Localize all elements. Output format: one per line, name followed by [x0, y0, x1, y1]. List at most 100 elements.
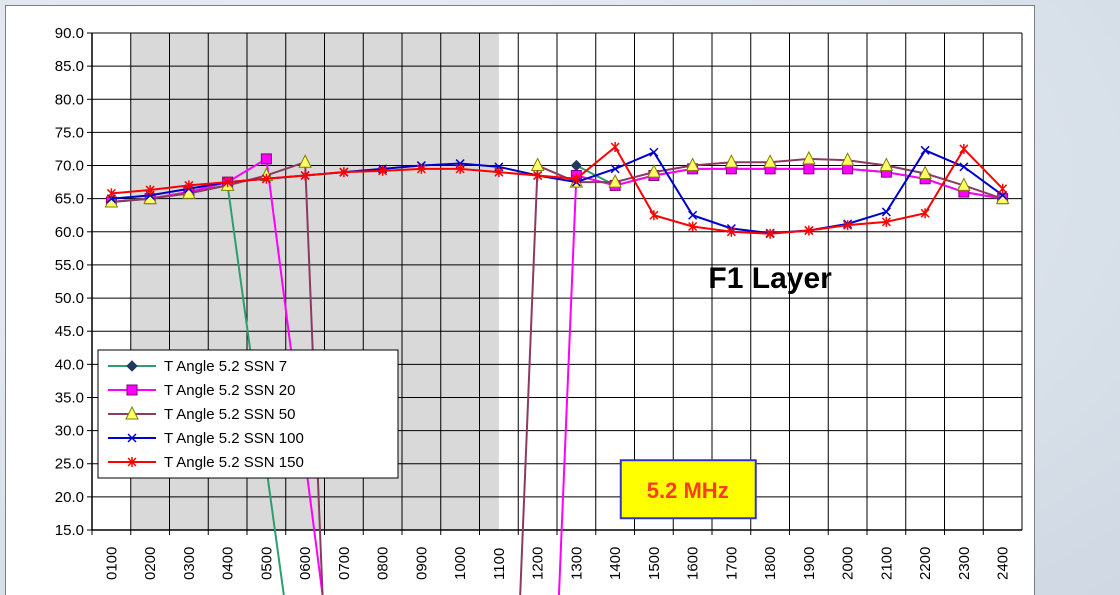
data-point — [145, 185, 155, 196]
x-tick-label: 1900 — [801, 547, 818, 580]
x-tick-label: 1100 — [491, 548, 508, 580]
data-point — [608, 173, 622, 188]
legend-marker — [127, 457, 137, 467]
data-point — [685, 157, 700, 172]
x-tick-label: 2400 — [995, 547, 1012, 580]
data-point — [998, 190, 1008, 200]
x-tick-label: 1500 — [646, 547, 663, 580]
x-tick-label: 0900 — [413, 547, 430, 580]
y-tick-label: 85.0 — [55, 58, 84, 75]
data-point — [804, 225, 814, 236]
data-point — [610, 141, 620, 152]
legend-marker — [126, 384, 138, 396]
x-tick-label: 0800 — [375, 547, 392, 580]
data-point — [959, 162, 969, 172]
y-tick-label: 75.0 — [55, 124, 84, 141]
y-tick-label: 50.0 — [55, 290, 84, 307]
legend-entry: T Angle 5.2 SSN 7 — [164, 358, 287, 375]
data-point — [765, 228, 775, 239]
x-tick-label: 0100 — [103, 547, 120, 580]
y-tick-label: 35.0 — [55, 389, 84, 406]
data-point — [920, 145, 930, 155]
y-tick-label: 80.0 — [55, 91, 84, 108]
data-point — [957, 177, 971, 191]
legend-entry: T Angle 5.2 SSN 50 — [164, 406, 295, 423]
x-tick-label: 0400 — [220, 547, 237, 580]
data-point — [494, 167, 504, 178]
data-point — [649, 210, 659, 221]
data-point — [184, 180, 194, 191]
x-tick-label: 2000 — [840, 547, 857, 580]
data-point — [724, 154, 739, 168]
x-tick-label: 0300 — [181, 547, 198, 580]
data-point — [339, 167, 349, 178]
y-tick-label: 70.0 — [55, 158, 84, 175]
legend-entry: T Angle 5.2 SSN 20 — [164, 382, 295, 399]
data-point — [455, 163, 465, 174]
data-point — [570, 159, 583, 172]
y-tick-label: 55.0 — [55, 257, 84, 274]
series-line — [111, 145, 1004, 235]
data-point — [959, 143, 969, 154]
y-axis-ticks: 15.0 20.0 25.0 30.0 35.0 40.0 45.0 50.0 55.0 60.0… — [55, 25, 92, 539]
data-point — [802, 150, 816, 165]
y-tick-label: 20.0 — [55, 489, 84, 506]
data-point-stroke — [649, 147, 659, 157]
y-tick-label: 25.0 — [55, 456, 84, 473]
x-tick-label: 2200 — [917, 547, 934, 580]
frequency-label: 5.2 MHz — [647, 478, 729, 503]
data-point — [881, 216, 891, 227]
annotations: F1 Layer 5.2 MHz — [619, 262, 832, 520]
x-tick-label: 1400 — [607, 547, 624, 580]
data-point — [840, 152, 855, 166]
legend-entry: T Angle 5.2 SSN 100 — [164, 430, 304, 447]
data-point — [260, 153, 272, 165]
f1-layer-label: F1 Layer — [708, 262, 832, 295]
data-point — [610, 164, 620, 174]
data-point — [298, 154, 312, 168]
x-tick-label: 1000 — [452, 547, 469, 580]
legend-marker-stroke — [127, 433, 137, 443]
gridlines — [91, 32, 1023, 531]
legend-marker — [126, 360, 138, 372]
data-point-stroke — [688, 210, 698, 220]
x-tick-label: 0200 — [142, 547, 159, 580]
data-point — [533, 170, 543, 181]
y-tick-label: 45.0 — [55, 323, 84, 340]
x-tick-label: 1200 — [530, 547, 547, 580]
x-tick-label: 1600 — [685, 547, 702, 580]
data-point — [843, 220, 853, 231]
data-point — [881, 207, 891, 217]
data-point — [300, 170, 310, 181]
data-point — [649, 147, 659, 157]
data-point — [530, 157, 545, 172]
data-point — [726, 226, 736, 237]
data-point-stroke — [959, 162, 969, 172]
legend-marker — [125, 405, 139, 420]
y-tick-label: 65.0 — [55, 191, 84, 208]
series-group — [104, 141, 1010, 595]
data-point — [763, 154, 777, 168]
data-point-stroke — [881, 207, 891, 217]
data-point — [416, 163, 426, 174]
data-point — [688, 221, 698, 232]
data-point — [223, 177, 233, 188]
series-line — [111, 161, 306, 203]
x-tick-label: 2100 — [878, 547, 895, 580]
y-tick-label: 30.0 — [55, 423, 84, 440]
data-point — [918, 165, 932, 179]
data-point — [998, 183, 1008, 194]
series-2 — [104, 150, 1010, 208]
y-tick-label: 40.0 — [55, 356, 84, 373]
legend-marker — [127, 433, 137, 443]
frequency-box — [619, 459, 757, 520]
x-tick-label: 1800 — [762, 547, 779, 580]
dropout-line — [557, 175, 578, 595]
x-tick-label: 0600 — [297, 547, 314, 580]
data-point — [106, 188, 116, 199]
data-point — [920, 208, 930, 219]
data-point — [879, 157, 894, 172]
data-point — [261, 173, 271, 184]
series-4 — [106, 141, 1008, 239]
data-point-stroke — [920, 145, 930, 155]
